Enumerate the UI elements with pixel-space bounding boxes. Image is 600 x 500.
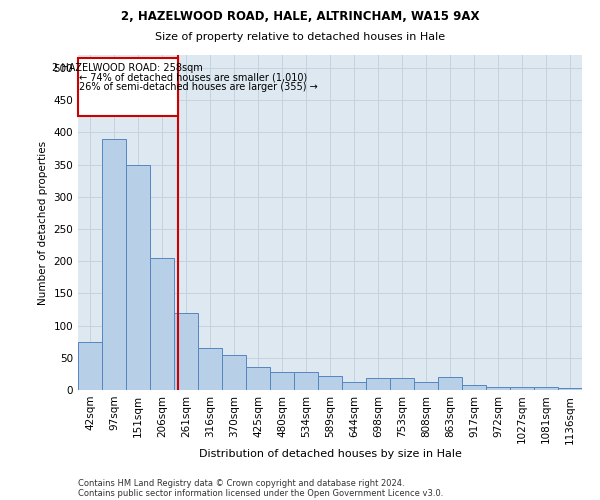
Bar (294, 372, 318, 390)
Bar (462, 385, 486, 390)
Bar (414, 382, 438, 390)
Bar (486, 387, 510, 390)
Bar (174, 312, 198, 390)
Text: Contains HM Land Registry data © Crown copyright and database right 2024.: Contains HM Land Registry data © Crown c… (78, 478, 404, 488)
Bar (558, 388, 582, 390)
Bar (222, 354, 246, 390)
Bar (78, 342, 102, 390)
Text: 2 HAZELWOOD ROAD: 258sqm: 2 HAZELWOOD ROAD: 258sqm (52, 62, 203, 72)
Y-axis label: Number of detached properties: Number of detached properties (38, 140, 48, 304)
Bar (438, 377, 462, 390)
Bar (318, 376, 342, 390)
Bar (198, 348, 222, 390)
Bar (342, 382, 366, 390)
Bar (390, 378, 414, 390)
Text: Contains public sector information licensed under the Open Government Licence v3: Contains public sector information licen… (78, 488, 443, 498)
Bar (78, 58, 178, 116)
Text: 2, HAZELWOOD ROAD, HALE, ALTRINCHAM, WA15 9AX: 2, HAZELWOOD ROAD, HALE, ALTRINCHAM, WA1… (121, 10, 479, 23)
Bar (510, 387, 534, 390)
Text: ← 74% of detached houses are smaller (1,010): ← 74% of detached houses are smaller (1,… (79, 72, 307, 83)
Bar (102, 138, 126, 390)
Text: Size of property relative to detached houses in Hale: Size of property relative to detached ho… (155, 32, 445, 42)
Bar (150, 258, 174, 390)
X-axis label: Distribution of detached houses by size in Hale: Distribution of detached houses by size … (199, 449, 461, 459)
Bar (246, 368, 270, 390)
Bar (126, 164, 150, 390)
Bar (534, 388, 558, 390)
Bar (366, 378, 390, 390)
Text: 26% of semi-detached houses are larger (355) →: 26% of semi-detached houses are larger (… (79, 82, 318, 92)
Bar (270, 372, 294, 390)
